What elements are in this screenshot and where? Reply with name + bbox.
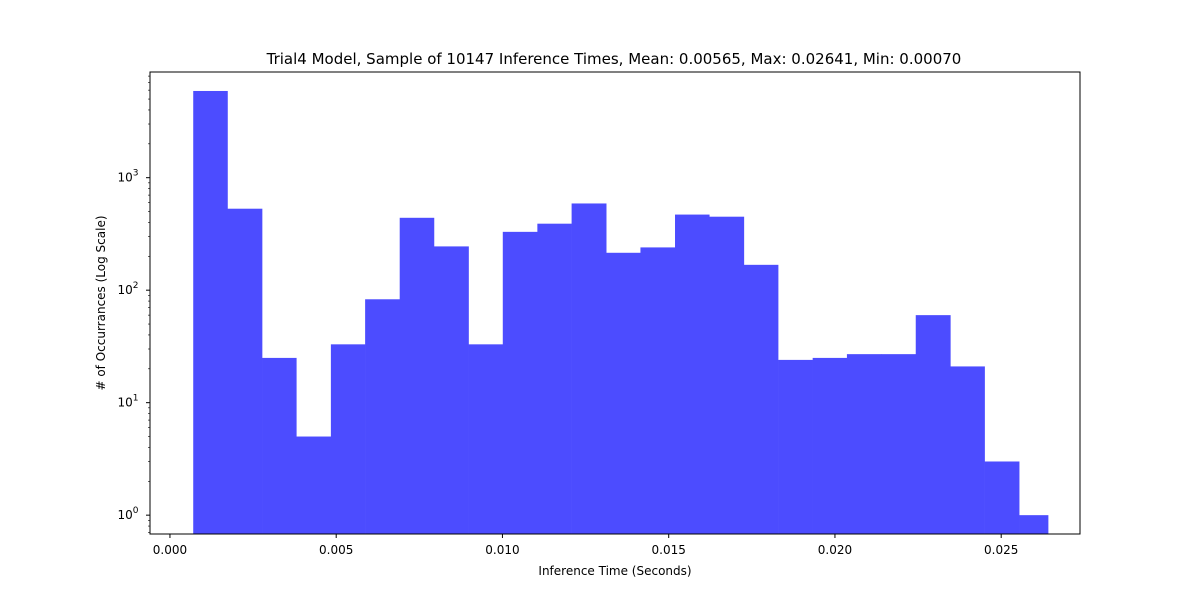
x-tick-label: 0.005 — [319, 543, 353, 557]
histogram-bar — [365, 299, 401, 534]
y-axis-label: # of Occurrances (Log Scale) — [94, 215, 108, 390]
histogram-bar — [743, 264, 779, 534]
x-tick-label: 0.000 — [153, 543, 187, 557]
histogram-bar — [1019, 515, 1049, 534]
histogram-bar — [571, 203, 607, 535]
chart-title: Trial4 Model, Sample of 10147 Inference … — [266, 50, 962, 68]
histogram-bar — [193, 90, 228, 534]
histogram-bar — [950, 366, 985, 534]
histogram-bar — [709, 216, 745, 535]
histogram-bar — [778, 359, 813, 534]
histogram-bar — [881, 354, 917, 534]
y-tick-label: 102 — [117, 281, 138, 297]
x-tick-label: 0.010 — [485, 543, 519, 557]
histogram-bar — [468, 344, 504, 534]
y-tick-label: 100 — [117, 506, 138, 522]
y-tick-label: 101 — [117, 394, 138, 410]
x-tick-label: 0.015 — [652, 543, 686, 557]
histogram-bars — [193, 90, 1049, 535]
histogram-bar — [675, 214, 710, 534]
histogram-bar — [330, 344, 366, 534]
histogram-bar — [296, 436, 332, 534]
histogram-bar — [262, 357, 297, 534]
histogram-bar — [846, 354, 882, 534]
histogram-bar — [399, 217, 435, 534]
histogram-bar — [433, 246, 469, 534]
y-axis-ticks: 100 101 102 103 — [117, 75, 150, 533]
x-axis-label: Inference Time (Seconds) — [538, 564, 691, 578]
histogram-bar — [640, 247, 676, 534]
histogram-bar — [227, 208, 263, 535]
histogram-bar — [984, 461, 1020, 534]
x-axis-ticks: 0.000 0.005 0.010 0.015 0.020 0.025 — [153, 534, 1018, 557]
x-tick-label: 0.020 — [818, 543, 852, 557]
plot-frame — [149, 71, 1081, 535]
histogram-bar — [502, 231, 538, 534]
histogram-bar — [606, 252, 641, 534]
histogram-bar — [812, 357, 848, 534]
x-tick-label: 0.025 — [984, 543, 1018, 557]
histogram-bar — [537, 223, 572, 534]
y-tick-label: 103 — [117, 169, 138, 185]
histogram-bar — [915, 315, 951, 534]
